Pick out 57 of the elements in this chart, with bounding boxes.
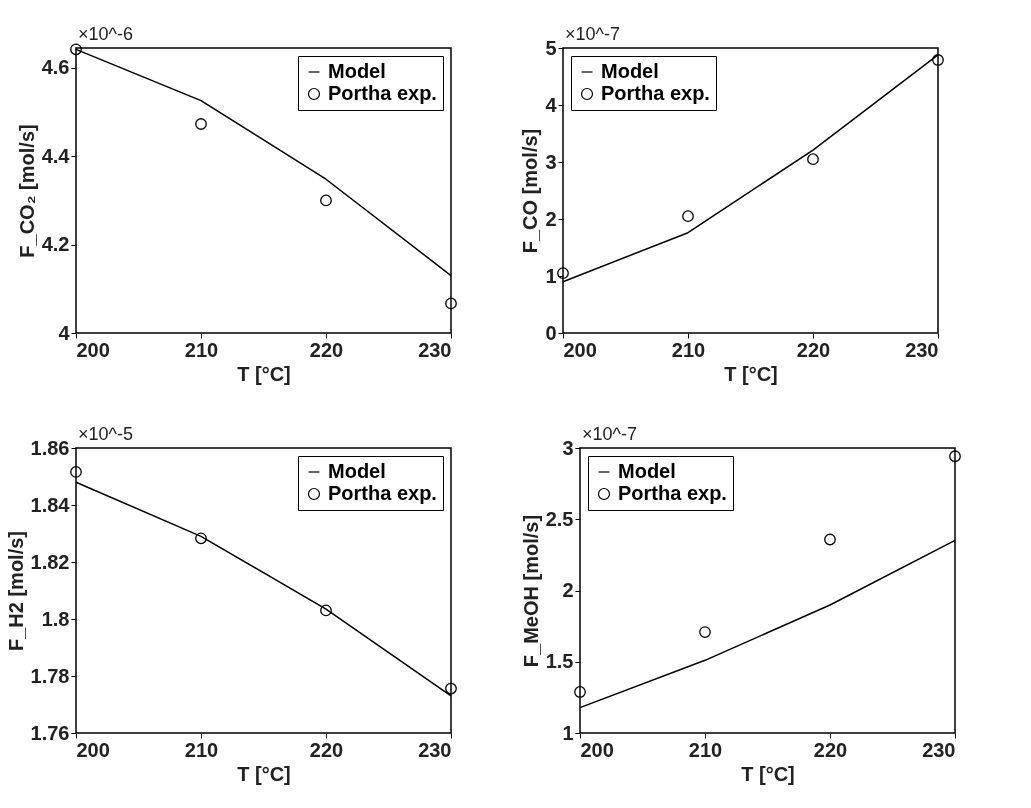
text: ×10^-7 xyxy=(565,24,620,44)
y-tick-label: 1.8 xyxy=(41,607,70,630)
y-tick-label: 3 xyxy=(545,150,557,173)
x-tick-label: 200 xyxy=(563,338,597,361)
y-tick-label: 2.5 xyxy=(545,507,574,530)
text: ×10^-6 xyxy=(78,24,133,44)
y-axis-title: F_MeOH [mol/s] xyxy=(519,514,542,668)
x-tick-label: 220 xyxy=(309,738,344,761)
x-axis-title: T [°C] xyxy=(724,362,778,385)
x-axis-title: T [°C] xyxy=(741,762,795,785)
x-tick-label: 220 xyxy=(796,338,831,361)
y-axis-title: F_H2 [mol/s] xyxy=(4,530,27,652)
y-tick-label: 1.78 xyxy=(30,664,70,687)
x-tick-label: 200 xyxy=(76,338,110,361)
x-axis-title: T [°C] xyxy=(237,762,291,785)
x-tick-label: 200 xyxy=(76,738,110,761)
y-tick-label: 2 xyxy=(562,579,574,601)
y-tick-label: 5 xyxy=(545,36,557,59)
legend-label: Portha exp. xyxy=(618,482,727,504)
y-tick-label: 1.76 xyxy=(30,721,70,744)
x-axis-title: T [°C] xyxy=(237,362,291,385)
x-tick-label: 230 xyxy=(905,338,939,361)
legend-label: Model xyxy=(328,60,386,82)
legend-label: Portha exp. xyxy=(328,82,437,104)
legend-label: Model xyxy=(618,460,676,482)
y-tick-label: 0 xyxy=(545,321,557,344)
y-tick-label: 1 xyxy=(545,264,557,287)
legend-label: Portha exp. xyxy=(328,482,437,504)
y-tick-label: 3 xyxy=(562,436,574,459)
y-tick-label: 1.82 xyxy=(30,550,70,573)
x-tick-label: 230 xyxy=(418,738,452,761)
y-tick-label: 1.5 xyxy=(545,650,574,673)
x-tick-label: 230 xyxy=(418,338,452,361)
y-tick-label: 1.84 xyxy=(30,493,71,516)
y-tick-label: 2 xyxy=(545,207,557,230)
legend-label: Portha exp. xyxy=(601,82,710,104)
text: ×10^-7 xyxy=(582,424,637,444)
y-tick-label: 4.6 xyxy=(41,56,70,79)
y-tick-label: 4.2 xyxy=(41,233,70,256)
y-tick-label: 1 xyxy=(562,721,574,744)
legend-label: Model xyxy=(328,460,386,482)
y-tick-label: 4 xyxy=(545,93,558,116)
x-tick-label: 210 xyxy=(184,738,219,761)
text: ×10^-5 xyxy=(78,424,133,444)
legend-label: Model xyxy=(601,60,659,82)
x-tick-label: 220 xyxy=(813,738,848,761)
x-tick-label: 210 xyxy=(688,738,723,761)
y-tick-label: 4 xyxy=(58,321,71,344)
y-tick-label: 4.4 xyxy=(41,144,71,167)
y-axis-title: F_CO₂ [mol/s] xyxy=(15,124,38,258)
x-tick-label: 230 xyxy=(922,738,956,761)
y-tick-label: 1.86 xyxy=(30,436,70,459)
x-tick-label: 210 xyxy=(671,338,706,361)
x-tick-label: 220 xyxy=(309,338,344,361)
x-tick-label: 200 xyxy=(580,738,614,761)
y-axis-title: F_CO [mol/s] xyxy=(519,128,542,254)
x-tick-label: 210 xyxy=(184,338,219,361)
